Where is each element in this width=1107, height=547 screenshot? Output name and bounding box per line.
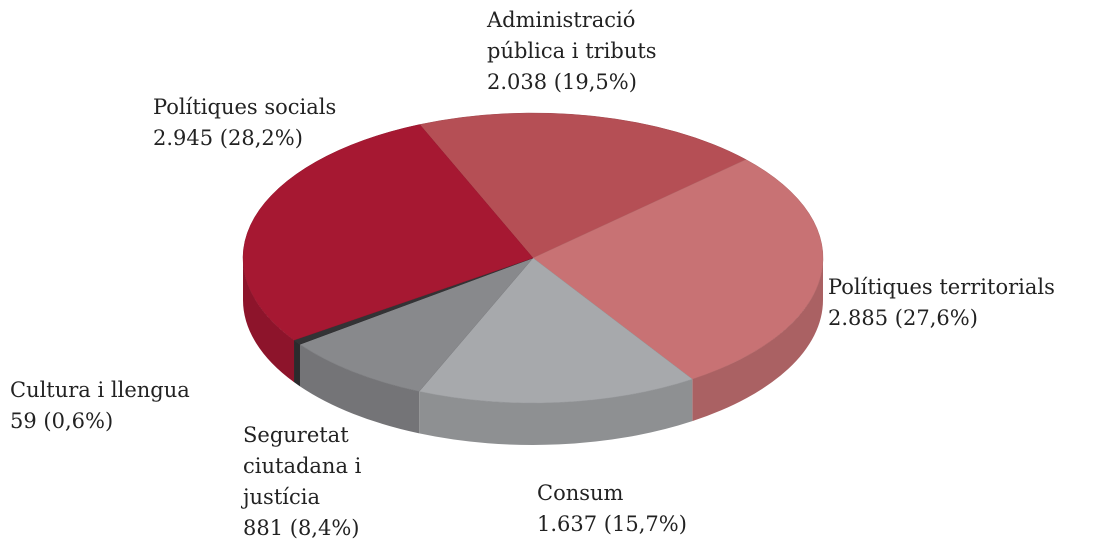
pie-slice bbox=[242, 124, 534, 341]
pie-slice bbox=[532, 159, 824, 380]
category-label: Administració pública i tributs bbox=[487, 8, 657, 63]
value-label: 881 (8,4%) bbox=[243, 516, 360, 540]
value-label: 1.637 (15,7%) bbox=[537, 512, 687, 536]
pie-side bbox=[294, 340, 300, 387]
category-label: Cultura i llengua bbox=[10, 378, 190, 402]
slice-label: Administració pública i tributs 2.038 (19… bbox=[487, 5, 702, 98]
pie-side bbox=[692, 258, 823, 422]
value-label: 2.038 (19,5%) bbox=[487, 70, 637, 94]
slice-label: Consum 1.637 (15,7%) bbox=[537, 478, 837, 540]
pie-slice bbox=[418, 257, 693, 404]
value-label: 59 (0,6%) bbox=[10, 409, 114, 433]
pie-slice bbox=[419, 112, 747, 259]
value-label: 2.885 (27,6%) bbox=[828, 306, 978, 330]
pie-side bbox=[299, 344, 420, 434]
slice-label: Polítiques territorials 2.885 (27,6%) bbox=[828, 272, 1107, 334]
category-label: Seguretat ciutadana i justícia bbox=[243, 423, 362, 509]
pie-side bbox=[243, 258, 295, 383]
value-label: 2.945 (28,2%) bbox=[153, 126, 303, 150]
pie-side bbox=[419, 379, 693, 445]
slice-label: Polítiques socials 2.945 (28,2%) bbox=[153, 92, 453, 154]
category-label: Consum bbox=[537, 481, 624, 505]
slice-label: Seguretat ciutadana i justícia 881 (8,4%) bbox=[243, 420, 393, 544]
category-label: Polítiques socials bbox=[153, 95, 337, 119]
category-label: Polítiques territorials bbox=[828, 275, 1055, 299]
slice-label: Cultura i llengua 59 (0,6%) bbox=[10, 375, 310, 437]
pie-slice bbox=[299, 257, 534, 392]
